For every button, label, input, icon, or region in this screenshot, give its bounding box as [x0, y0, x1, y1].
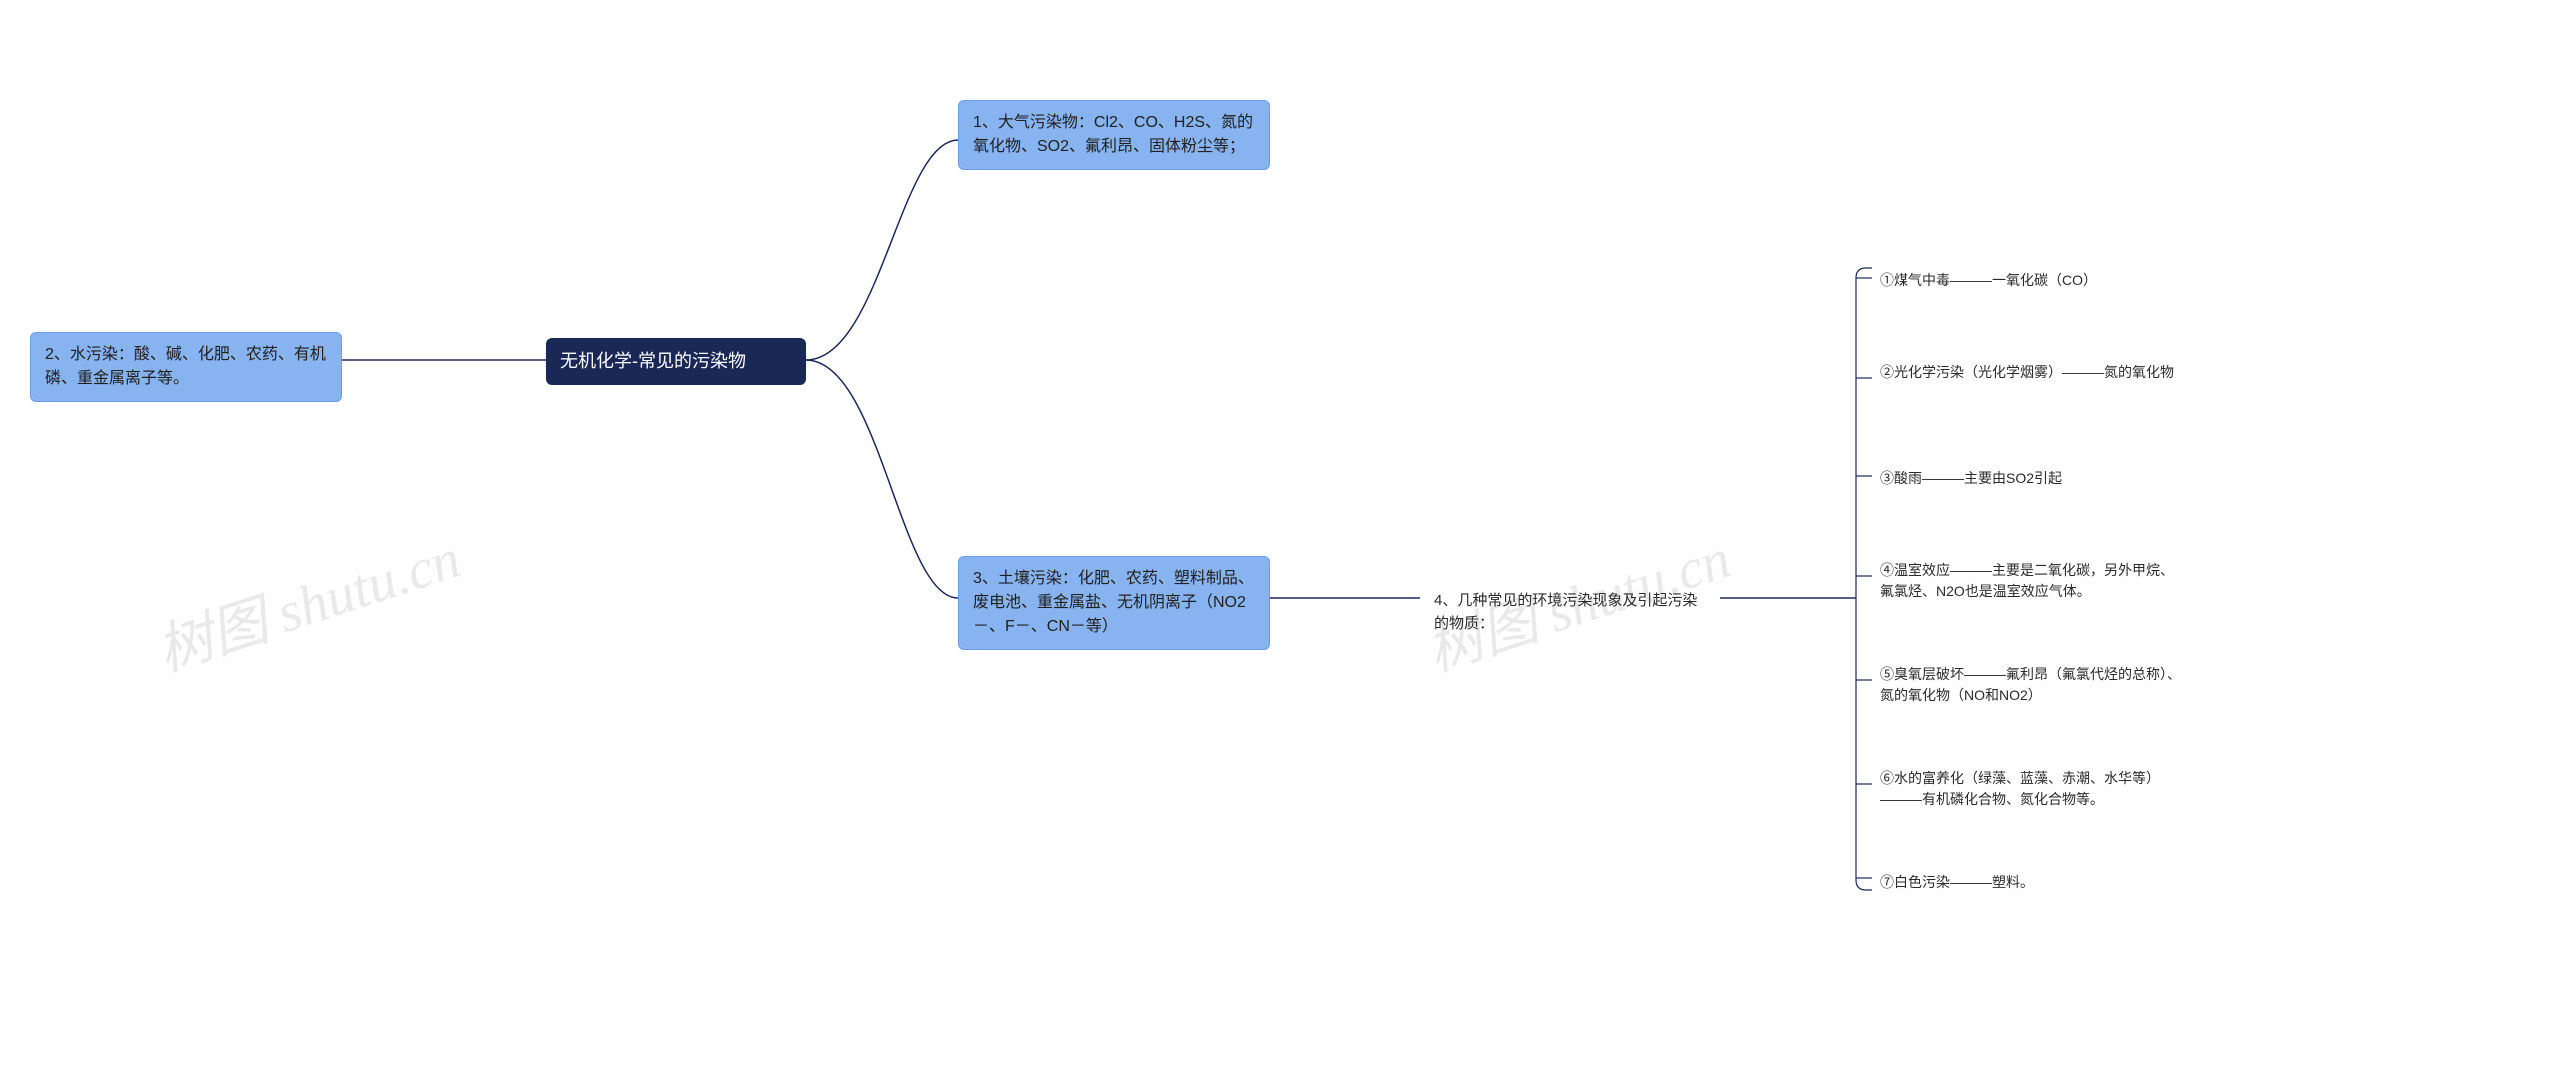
watermark: 树图 shutu.cn — [145, 513, 469, 687]
leaf-white-pollution: ⑦白色污染———塑料。 — [1872, 868, 2192, 897]
branch-water-pollution: 2、水污染：酸、碱、化肥、农药、有机磷、重金属离子等。 — [30, 332, 342, 402]
branch-soil-pollution: 3、土壤污染：化肥、农药、塑料制品、废电池、重金属盐、无机阴离子（NO2－、F－… — [958, 556, 1270, 650]
leaf-greenhouse: ④温室效应———主要是二氧化碳，另外甲烷、氟氯烃、N2O也是温室效应气体。 — [1872, 556, 2192, 606]
leaf-acid-rain: ③酸雨———主要由SO2引起 — [1872, 464, 2192, 493]
leaf-photochemical: ②光化学污染（光化学烟雾）———氮的氧化物 — [1872, 358, 2192, 387]
root-node: 无机化学-常见的污染物 — [546, 338, 806, 385]
leaf-eutrophication: ⑥水的富养化（绿藻、蓝藻、赤潮、水华等）———有机磷化合物、氮化合物等。 — [1872, 764, 2192, 814]
leaf-co-poisoning: ①煤气中毒———一氧化碳（CO） — [1872, 266, 2192, 295]
connector-layer — [0, 0, 2560, 1089]
branch-air-pollution: 1、大气污染物：Cl2、CO、H2S、氮的氧化物、SO2、氟利昂、固体粉尘等； — [958, 100, 1270, 170]
leaf-ozone: ⑤臭氧层破坏———氟利昂（氟氯代烃的总称）、氮的氧化物（NO和NO2） — [1872, 660, 2192, 710]
branch-pollution-phenomena: 4、几种常见的环境污染现象及引起污染的物质： — [1420, 580, 1720, 645]
